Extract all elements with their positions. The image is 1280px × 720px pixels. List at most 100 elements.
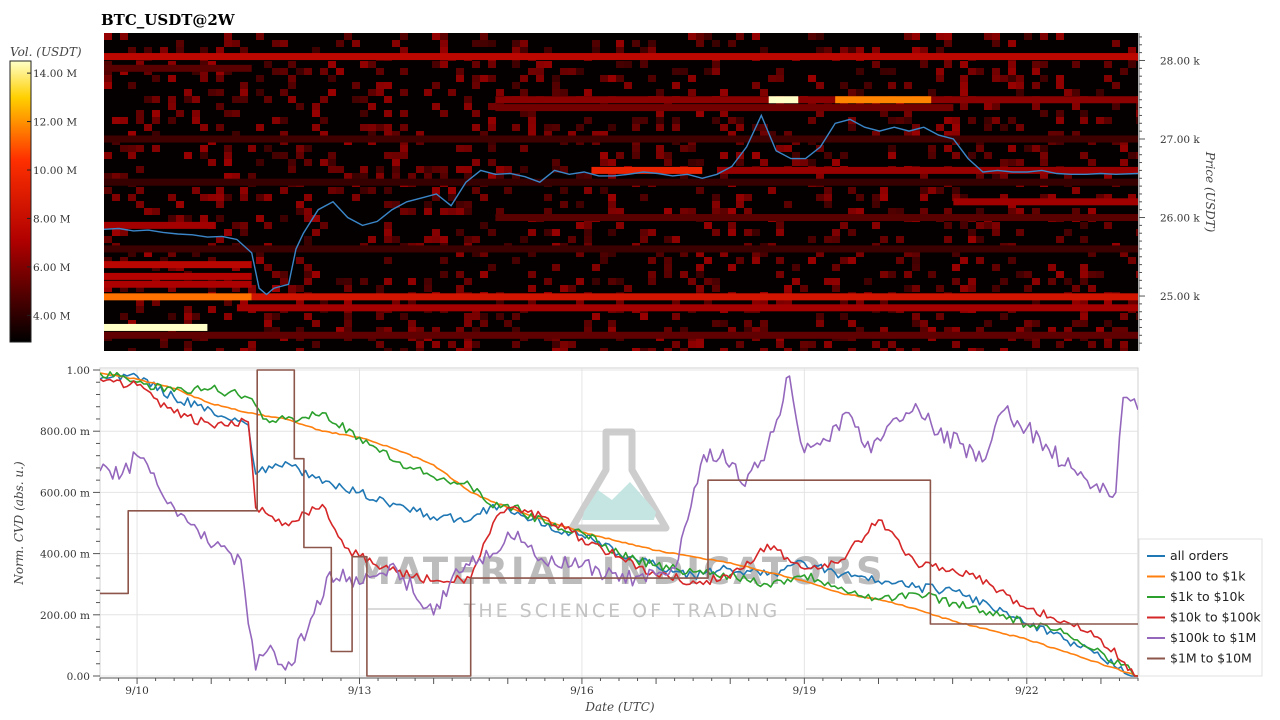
- heatmap-cell: [1000, 124, 1008, 131]
- heatmap-cell: [656, 250, 664, 257]
- heatmap-cell: [800, 285, 808, 292]
- heatmap-cell: [472, 341, 480, 348]
- heatmap-cell: [120, 257, 128, 264]
- heatmap-cell: [560, 89, 568, 96]
- heatmap-cell: [1136, 271, 1138, 278]
- heatmap-cell: [1080, 117, 1088, 124]
- heatmap-cell: [1024, 145, 1032, 152]
- heatmap-cell: [672, 68, 680, 75]
- heatmap-cell: [608, 278, 616, 285]
- heatmap-cell: [856, 89, 864, 96]
- heatmap-cell: [960, 89, 968, 96]
- heatmap-cell: [584, 173, 592, 180]
- heatmap-cell: [376, 89, 384, 96]
- heatmap-cell: [496, 299, 504, 306]
- heatmap-cell: [808, 159, 816, 166]
- heatmap-cell: [672, 124, 680, 131]
- heatmap-cell: [912, 264, 920, 271]
- cvd-x-ticks: 9/10 9/13 9/16 9/19 9/22: [99, 677, 1139, 697]
- heatmap-cell: [288, 285, 296, 292]
- heatmap-cell: [912, 124, 920, 131]
- heatmap-cell: [544, 229, 552, 236]
- heatmap-cell: [272, 117, 280, 124]
- heatmap-cell: [312, 103, 320, 110]
- heatmap-cell: [1032, 299, 1040, 306]
- heatmap-cell: [336, 40, 344, 47]
- heatmap-cell: [384, 257, 392, 264]
- heatmap-cell: [272, 152, 280, 159]
- heatmap-cell: [880, 110, 888, 117]
- heatmap-cell: [464, 103, 472, 110]
- heatmap-cell: [304, 271, 312, 278]
- heatmap-cell: [176, 110, 184, 117]
- heatmap-cell: [520, 40, 528, 47]
- heatmap-cell: [944, 222, 952, 229]
- heatmap-cell: [1032, 278, 1040, 285]
- heatmap-cell: [728, 327, 736, 334]
- heatmap-cell: [712, 68, 720, 75]
- heatmap-cell: [384, 201, 392, 208]
- heatmap-cell: [312, 124, 320, 131]
- heatmap-cell: [440, 236, 448, 243]
- heatmap-cell: [920, 47, 928, 54]
- heatmap-cell: [200, 75, 208, 82]
- heatmap-cell: [1056, 341, 1064, 348]
- heatmap-cell: [232, 96, 240, 103]
- heatmap-cell: [224, 145, 232, 152]
- heatmap-cell: [360, 96, 368, 103]
- heatmap-cell: [1128, 47, 1136, 54]
- heatmap-cell: [528, 285, 536, 292]
- heatmap-cell: [1056, 271, 1064, 278]
- heatmap-cell: [984, 320, 992, 327]
- heatmap-cell: [464, 96, 472, 103]
- heatmap-cell: [912, 250, 920, 257]
- heatmap-cell: [184, 89, 192, 96]
- heatmap-cell: [1048, 131, 1056, 138]
- volume-band: [591, 166, 703, 174]
- heatmap-cell: [400, 110, 408, 117]
- heatmap-cell: [1024, 271, 1032, 278]
- heatmap-cell: [616, 75, 624, 82]
- heatmap-cell: [872, 61, 880, 68]
- colorbar-tick-label: 4.00 M: [33, 310, 71, 322]
- heatmap-cell: [256, 215, 264, 222]
- heatmap-cell: [352, 40, 360, 47]
- heatmap-cell: [912, 33, 920, 40]
- heatmap-cell: [544, 131, 552, 138]
- heatmap-cell: [824, 187, 832, 194]
- heatmap-cell: [704, 257, 712, 264]
- heatmap-cell: [104, 236, 112, 243]
- heatmap-cell: [792, 278, 800, 285]
- heatmap-cell: [1000, 173, 1008, 180]
- heatmap-cell: [120, 173, 128, 180]
- heatmap-cell: [1080, 271, 1088, 278]
- heatmap-cell: [376, 166, 384, 173]
- heatmap-cell: [392, 201, 400, 208]
- heatmap-cell: [104, 285, 112, 292]
- heatmap-cell: [664, 236, 672, 243]
- heatmap-cell: [752, 299, 760, 306]
- heatmap-cell: [192, 187, 200, 194]
- heatmap-cell: [776, 341, 784, 348]
- heatmap-cell: [1096, 271, 1104, 278]
- heatmap-cell: [336, 278, 344, 285]
- heatmap-cell: [376, 341, 384, 348]
- heatmap-cell: [1096, 117, 1104, 124]
- heatmap-cell: [600, 131, 608, 138]
- heatmap-cell: [944, 117, 952, 124]
- heatmap-cell: [616, 61, 624, 68]
- heatmap-cell: [648, 278, 656, 285]
- heatmap-cell: [600, 250, 608, 257]
- heatmap-cell: [296, 257, 304, 264]
- heatmap-cell: [232, 222, 240, 229]
- heatmap-cell: [824, 194, 832, 201]
- heatmap-cell: [384, 152, 392, 159]
- heatmap-cell: [136, 187, 144, 194]
- heatmap-cell: [144, 208, 152, 215]
- heatmap-cell: [992, 33, 1000, 40]
- heatmap-cell: [568, 68, 576, 75]
- heatmap-cell: [464, 201, 472, 208]
- heatmap-cell: [304, 194, 312, 201]
- heatmap-cell: [928, 145, 936, 152]
- volume-band: [104, 221, 215, 229]
